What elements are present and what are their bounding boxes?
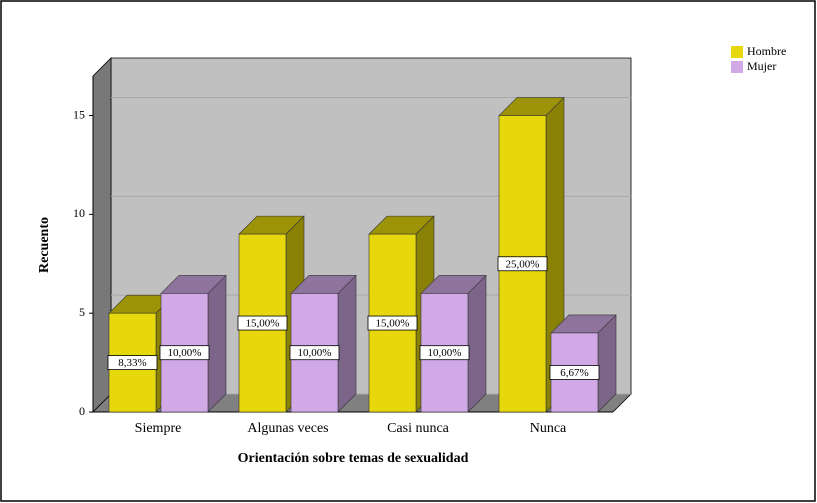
value-label: 6,67% [560,367,588,379]
value-label-box [237,315,288,331]
y-tick-label: 10 [73,206,85,220]
value-label: 10,00% [168,347,202,359]
y-tick-label: 0 [79,404,85,418]
value-label-box [159,345,210,361]
y-tick-label: 5 [79,305,85,319]
bar-side [207,274,227,413]
bar-side [337,274,357,413]
value-label: 15,00% [376,318,410,330]
bar-side [467,274,487,413]
value-label-box [289,345,340,361]
value-label: 15,00% [246,318,280,330]
y-axis-label: Recuento [37,217,52,273]
value-label-box [549,365,600,380]
x-tick-label: Siempre [135,421,182,436]
value-label-box [367,315,418,331]
x-tick-label: Casi nunca [387,421,450,436]
legend-swatch [731,61,743,73]
value-label: 10,00% [298,347,332,359]
x-tick-label: Algunas veces [247,421,328,436]
legend-label: Mujer [747,59,776,73]
y-tick-label: 15 [73,107,85,121]
legend-swatch [731,46,743,58]
value-label: 25,00% [506,258,540,270]
value-label-box [497,256,548,272]
x-tick-label: Nunca [530,421,567,436]
value-label: 8,33% [118,357,146,369]
value-label-box [107,355,158,370]
legend-label: Hombre [747,44,786,58]
value-label: 10,00% [428,347,462,359]
value-label-box [419,345,470,361]
x-axis-label: Orientación sobre temas de sexualidad [238,451,469,466]
